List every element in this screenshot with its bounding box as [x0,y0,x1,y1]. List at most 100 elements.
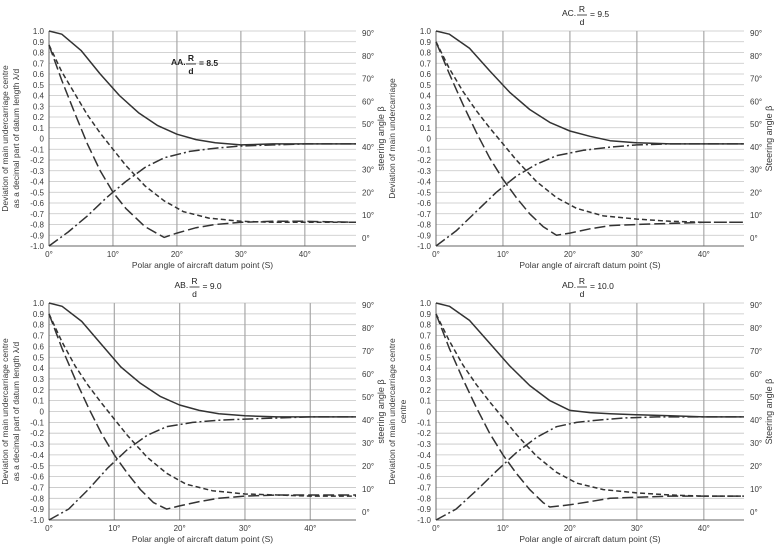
panel-title: AC. Rd = 9.5 [562,4,609,27]
y-tick-label: -0.7 [417,210,431,219]
y-tick-label: 0.9 [33,310,45,319]
x-tick-label: 10° [108,524,120,533]
y-tick-label: -0.9 [30,505,44,514]
y-tick-label: 0 [427,408,432,417]
y-tick-label: 0.7 [420,59,432,68]
x-axis-label: Polar angle of aircraft datum point (S) [519,534,660,544]
series-line-short-dash [435,313,744,497]
y2-tick-label: 80° [362,324,374,333]
y-tick-label: -0.1 [30,418,44,427]
y-tick-label: 0.3 [420,102,432,111]
title-fraction-denominator: d [580,17,585,27]
y-tick-label: 1.0 [33,27,45,36]
x-tick-label: 30° [631,524,643,533]
y-axis-label: as a decimal part of datum length λ/d [11,69,21,209]
x-tick-label: 30° [235,250,247,259]
series-line-solid [435,302,744,418]
x-tick-label: 30° [239,524,251,533]
panel-title: AB. Rd = 9.0 [175,276,222,299]
y-tick-label: 0.3 [420,375,432,384]
y2-tick-label: 0° [750,234,758,243]
y-tick-label: -0.3 [417,440,431,449]
title-fraction-denominator: d [192,289,197,299]
title-fraction-denominator: d [580,289,585,299]
y2-tick-label: 40° [750,416,762,425]
y-tick-label: -0.6 [30,473,44,482]
y-tick-label: -0.1 [30,145,44,154]
y-tick-label: 0.6 [33,70,45,79]
title-prefix: AD. [562,280,576,290]
y-tick-label: 0.6 [420,342,432,351]
y-tick-label: -0.6 [30,199,44,208]
series-line-dash-dot [435,416,744,521]
y-tick-label: 0.2 [33,386,45,395]
x-axis-label: Polar angle of aircraft datum point (S) [132,260,273,270]
title-value: = 8.5 [199,58,218,68]
y-tick-label: -0.2 [30,429,44,438]
y-tick-label: -0.8 [30,221,44,230]
y2-tick-label: 0° [362,234,370,243]
y2-tick-label: 40° [362,416,374,425]
y-tick-label: 0.1 [420,397,432,406]
panel-title: AD. Rd = 10.0 [562,276,614,299]
y-tick-label: 0.7 [420,332,432,341]
y2-tick-label: 0° [362,508,370,517]
title-fraction-numerator: R [579,4,585,14]
y-tick-label: -0.8 [417,494,431,503]
y2-tick-label: 60° [362,370,374,379]
y2-tick-label: 70° [750,75,762,84]
y-tick-label: 0.9 [420,38,432,47]
y-tick-label: 0.9 [420,310,432,319]
title-prefix: AA. [171,57,186,67]
x-tick-label: 20° [564,524,576,533]
y-tick-label: 0.5 [33,353,45,362]
series-line-long-dash [48,313,356,510]
x-tick-label: 30° [631,250,643,259]
y2-tick-label: 20° [362,462,374,471]
y-tick-label: -0.4 [417,451,431,460]
series-line-short-dash [48,313,356,497]
y-tick-label: 0.1 [33,397,45,406]
title-value: = 10.0 [590,281,614,291]
y2-tick-label: 80° [750,324,762,333]
series-line-dash-dot [435,143,744,247]
y2-tick-label: 80° [362,52,374,61]
y2-tick-label: 20° [362,188,374,197]
title-value: = 9.0 [203,281,222,291]
y-tick-label: -0.6 [417,199,431,208]
x-tick-label: 20° [564,250,576,259]
y2-tick-label: 50° [750,393,762,402]
y-tick-label: -0.9 [417,231,431,240]
y-tick-label: 0 [427,135,432,144]
y2-tick-label: 10° [362,211,374,220]
y-tick-label: -0.5 [30,188,44,197]
y-tick-label: -0.9 [417,505,431,514]
y2-tick-label: 60° [362,97,374,106]
title-fraction-numerator: R [188,53,194,63]
y2-tick-label: 60° [750,370,762,379]
x-tick-label: 40° [698,524,710,533]
y-tick-label: 0.3 [33,102,45,111]
y-tick-label: 1.0 [420,27,432,36]
y-tick-label: 0.8 [420,321,432,330]
y2-tick-label: 90° [362,29,374,38]
y-tick-label: 0.5 [420,353,432,362]
y-tick-label: -0.5 [417,462,431,471]
y2-axis-label: Steering angle β [764,379,774,445]
y2-tick-label: 20° [750,188,762,197]
y2-tick-label: 60° [750,97,762,106]
y2-tick-label: 10° [750,485,762,494]
y2-tick-label: 30° [362,439,374,448]
y-tick-label: -1.0 [30,516,44,525]
y-axis-label: Deviation of main undercarriage centre [387,338,397,485]
y-tick-label: -0.4 [417,178,431,187]
series-line-long-dash [435,313,744,508]
y2-tick-label: 70° [362,347,374,356]
chart-panel-bottom-left: 1.0 0.9 0.8 0.70.6 0.5 0.4 0.3 0.2 0.1 0-0.1 -0.2 -… [0,276,386,544]
y2-axis-label: Steering angle β [764,106,774,172]
series-line-solid [435,30,744,145]
y-tick-label: 0.8 [33,321,45,330]
title-value: = 9.5 [590,9,609,19]
y2-tick-label: 70° [750,347,762,356]
